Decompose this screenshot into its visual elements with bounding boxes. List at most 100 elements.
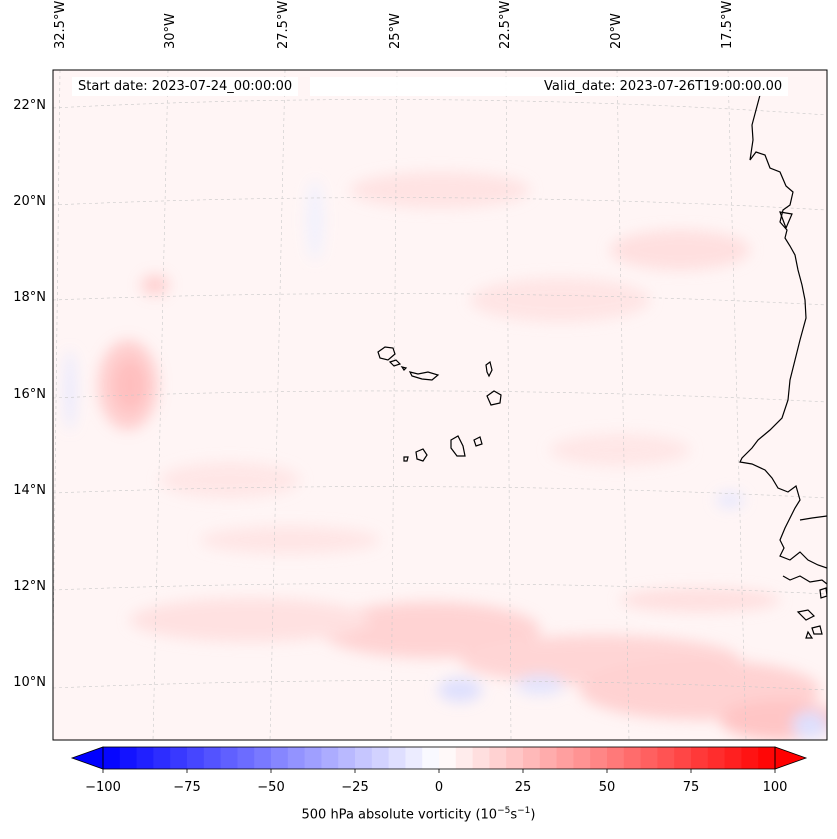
colorbar-cell <box>573 747 591 769</box>
colorbar-cell <box>741 747 759 769</box>
vort-patch <box>550 434 690 466</box>
header-strip <box>310 77 540 96</box>
colorbar <box>70 746 808 773</box>
colorbar-tick-label: 75 <box>682 780 700 795</box>
colorbar-tick-label: 25 <box>514 780 532 795</box>
colorbar-cell <box>674 747 692 769</box>
cape-verde-fogo <box>415 448 428 462</box>
colorbar-cell <box>237 747 255 769</box>
lon-label: 20°W <box>609 13 624 49</box>
colorbar-cell <box>170 747 188 769</box>
vort-patch <box>130 598 370 642</box>
colorbar-ticks <box>102 769 776 773</box>
colorbar-tick-label: −75 <box>173 780 201 795</box>
colorbar-cell <box>355 747 373 769</box>
cape-verde-boa-vista <box>486 390 502 406</box>
colorbar-max-extension <box>774 746 808 770</box>
lat-label: 16°N <box>13 387 46 402</box>
vort-patch <box>160 462 300 498</box>
cape-verde-maio <box>473 436 483 447</box>
colorbar-cell <box>136 747 154 769</box>
coastlines <box>377 94 827 639</box>
colorbar-cell <box>724 747 742 769</box>
vort-patch <box>64 350 76 430</box>
colorbar-tick-label: 100 <box>762 780 788 795</box>
colorbar-cell <box>590 747 608 769</box>
vort-patch <box>792 711 827 739</box>
colorbar-cell <box>489 747 507 769</box>
colorbar-tick-label: −100 <box>85 780 121 795</box>
africa-coastline <box>782 575 827 585</box>
colorbar-cell <box>203 747 222 769</box>
colorbar-cell <box>220 747 238 769</box>
vort-patch <box>620 588 780 612</box>
colorbar-tick-label: −50 <box>257 780 285 795</box>
colorbar-cell <box>254 747 272 769</box>
colorbar-cell <box>422 747 440 769</box>
colorbar-tick-label: 50 <box>598 780 616 795</box>
vort-patch <box>350 172 530 208</box>
coastline-detail <box>779 211 793 230</box>
vort-patch <box>470 278 650 322</box>
colorbar-cell <box>103 747 121 769</box>
colorbar-cell <box>371 747 390 769</box>
lat-label: 20°N <box>13 194 46 209</box>
lat-label: 10°N <box>13 675 46 690</box>
cape-verde-sal <box>485 360 493 378</box>
colorbar-cell <box>119 747 138 769</box>
colorbar-cell <box>523 747 541 769</box>
colorbar-cell <box>691 747 709 769</box>
cape-verde-sao-nicolau <box>408 371 440 381</box>
colorbar-tick-label: −25 <box>341 780 369 795</box>
lon-label: 32.5°W <box>53 0 68 49</box>
lon-label: 17.5°W <box>720 0 735 49</box>
lat-label: 22°N <box>13 98 46 113</box>
cape-verde-santiago <box>450 435 466 457</box>
colorbar-cell <box>271 747 289 769</box>
colorbar-cell <box>187 747 205 769</box>
cape-verde-brava <box>403 456 409 462</box>
colorbar-cell <box>439 747 457 769</box>
start-date-label: Start date: 2023-07-24_00:00:00 <box>72 77 299 96</box>
lon-label: 25°W <box>388 13 403 49</box>
colorbar-cells <box>103 747 776 769</box>
colorbar-cell <box>388 747 406 769</box>
vort-patch <box>320 602 540 658</box>
bijagos-islands <box>796 587 827 639</box>
valid-date-label: Valid_date: 2023-07-26T19:00:00.00 <box>538 77 789 96</box>
map-frame <box>52 69 828 741</box>
colorbar-cell <box>321 747 339 769</box>
vort-patch <box>610 230 750 270</box>
colorbar-cell <box>707 747 726 769</box>
cape-verde-sao-vicente <box>388 359 402 367</box>
colorbar-label: 500 hPa absolute vorticity (10−5s−1) <box>301 806 536 823</box>
vort-patch <box>438 678 482 702</box>
vort-patch <box>141 275 169 295</box>
lon-label: 30°W <box>163 13 178 49</box>
lon-label: 22.5°W <box>498 0 513 49</box>
vort-patch <box>114 359 146 411</box>
africa-coastline <box>799 515 827 521</box>
cape-verde-santo-antao <box>377 346 396 361</box>
colorbar-cell <box>472 747 490 769</box>
lat-label: 12°N <box>13 579 46 594</box>
lat-label: 14°N <box>13 483 46 498</box>
africa-coastline <box>739 94 827 569</box>
colorbar-cell <box>657 747 675 769</box>
vort-patch <box>200 526 380 554</box>
colorbar-cell <box>405 747 423 769</box>
vorticity-field <box>53 70 827 740</box>
vort-patch <box>516 675 564 695</box>
colorbar-cell <box>455 747 474 769</box>
vort-patch <box>716 492 744 508</box>
colorbar-cell <box>338 747 356 769</box>
colorbar-cell <box>153 747 171 769</box>
colorbar-tick-label: 0 <box>434 780 444 795</box>
colorbar-cell <box>287 747 306 769</box>
colorbar-cell <box>607 747 625 769</box>
lat-label: 18°N <box>13 290 46 305</box>
colorbar-cell <box>556 747 574 769</box>
colorbar-cell <box>640 747 658 769</box>
colorbar-cell <box>758 747 776 769</box>
